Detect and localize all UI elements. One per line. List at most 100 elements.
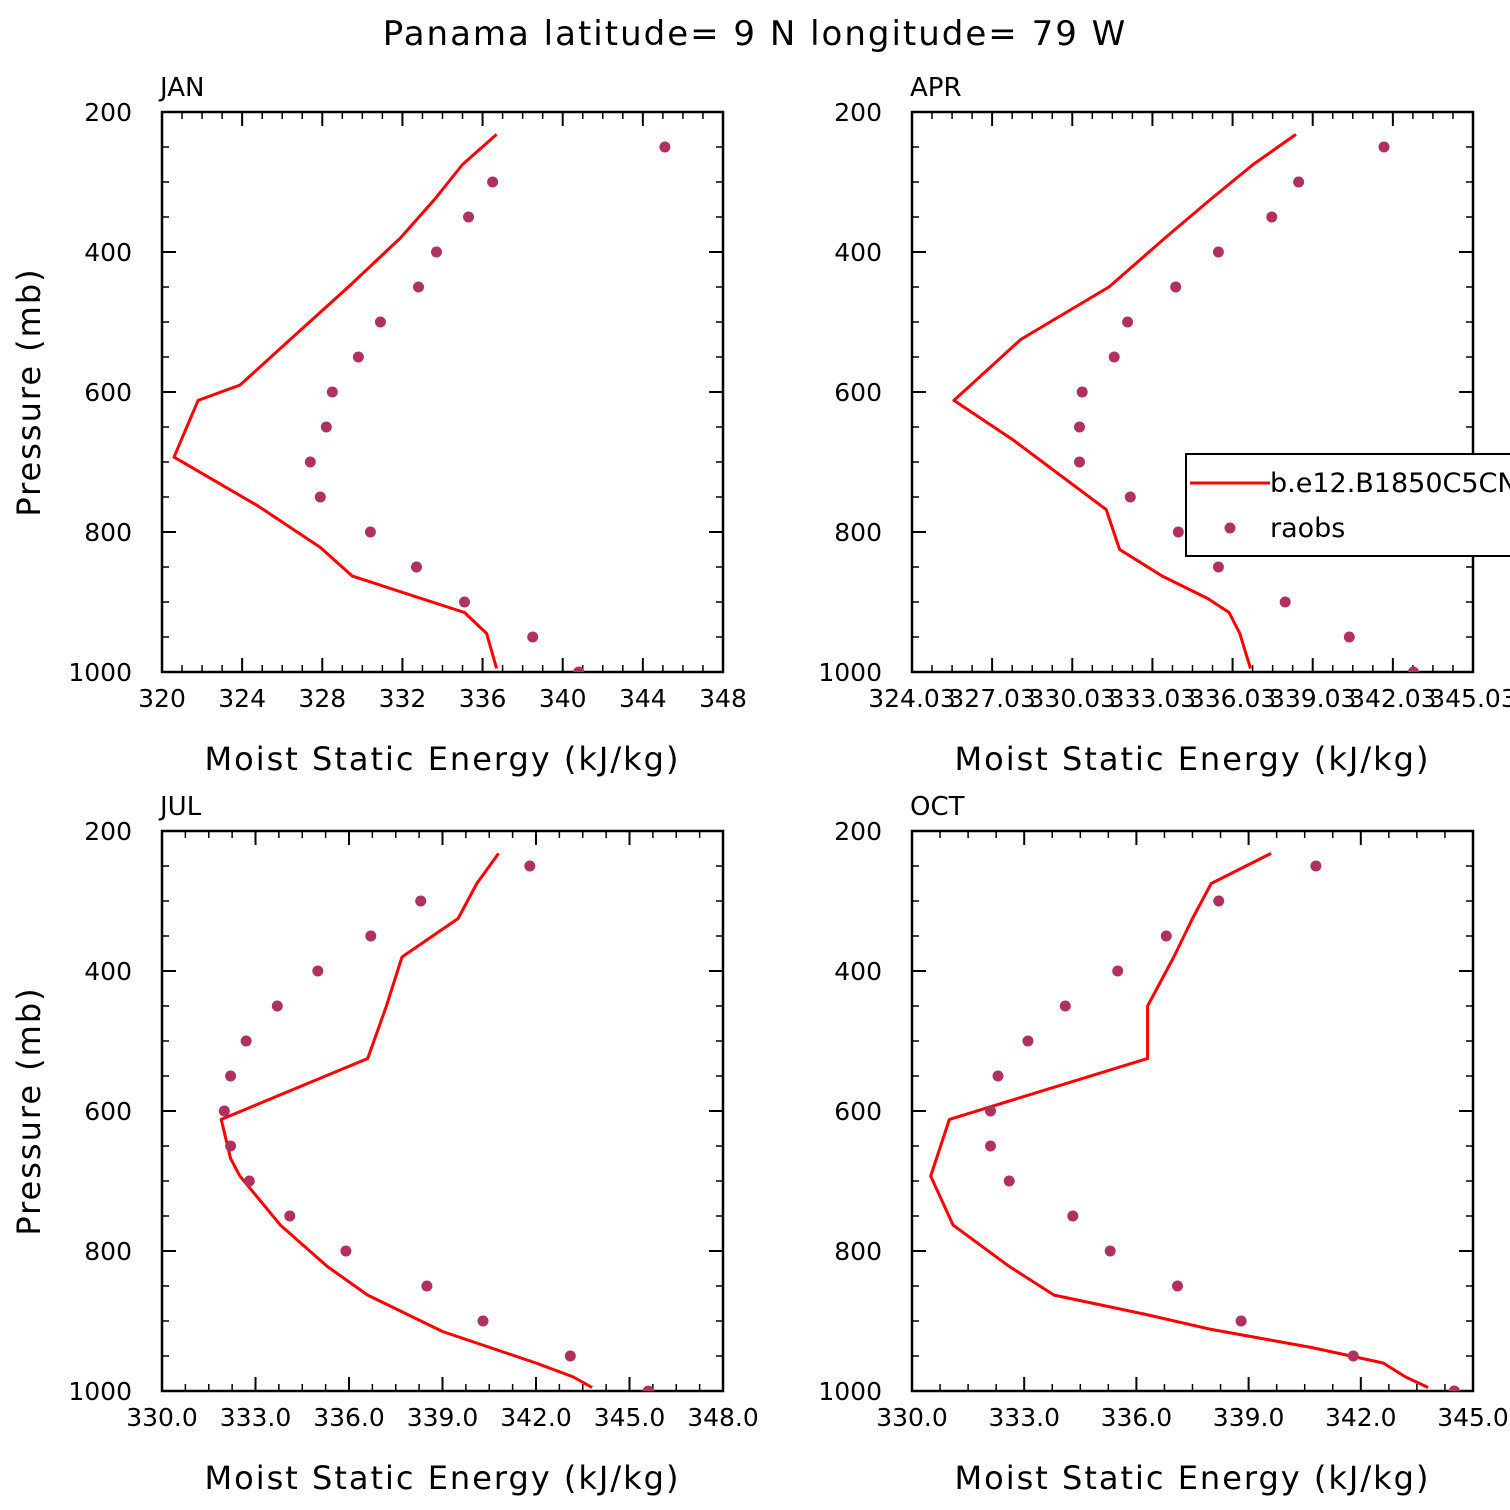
y-tick-label: 600 <box>834 1097 882 1126</box>
raobs-point <box>218 1105 230 1117</box>
x-tick-label: 339.0 <box>1213 1403 1285 1432</box>
panel-label: OCT <box>910 792 965 822</box>
x-tick-label: 340 <box>539 684 587 713</box>
raobs-point <box>413 281 424 293</box>
x-tick-label: 336 <box>459 684 507 713</box>
raobs-point <box>431 246 442 258</box>
x-tick-label: 336.0 <box>313 1403 385 1432</box>
panel-jan: JAN 320 324 328 332 336 340 344 348 200 400 600 800 1… <box>10 73 747 778</box>
raobs-point <box>1266 211 1278 223</box>
raobs-point <box>487 176 499 188</box>
raobs-point <box>992 1070 1004 1082</box>
x-tick-label: 348.0 <box>687 1403 759 1432</box>
raobs-point <box>243 1175 255 1187</box>
raobs-point <box>1310 860 1322 872</box>
raobs-point <box>1279 596 1291 608</box>
y-tick-label: 1000 <box>818 658 882 687</box>
y-tick-label: 800 <box>834 518 882 547</box>
x-tick-label: 333.0 <box>220 1403 292 1432</box>
panel-oct: OCT 330.0 333.0 336.0 339.0 342.0 345.0 200 400 6… <box>818 792 1508 1497</box>
y-axis-label: Pressure (mb) <box>10 986 48 1235</box>
raobs-point <box>1448 1385 1460 1391</box>
y-tick-label: 200 <box>84 817 132 846</box>
plot-frame <box>910 110 1475 674</box>
y-tick-label: 400 <box>84 238 132 267</box>
raobs-point <box>312 965 324 977</box>
y-tick-label: 200 <box>834 98 882 127</box>
raobs-point <box>225 1070 237 1082</box>
raobs-point <box>659 141 671 153</box>
raobs-point <box>421 1280 433 1292</box>
x-axis-label: Moist Static Energy (kJ/kg) <box>205 740 681 778</box>
raobs-point <box>314 491 326 503</box>
x-tick-label: 342.03 <box>1349 684 1436 713</box>
legend-box <box>1185 453 1510 557</box>
y-tick-label: 600 <box>84 1097 132 1126</box>
raobs-point <box>1172 1280 1183 1292</box>
y-tick-label: 1000 <box>68 658 132 687</box>
raobs-point <box>1343 631 1355 643</box>
model-series-line <box>929 852 1429 1389</box>
x-tick-label: 333.0 <box>988 1403 1060 1432</box>
raobs-point <box>326 386 338 398</box>
raobs-point <box>411 561 422 573</box>
raobs-point <box>240 1035 252 1047</box>
model-series-line <box>952 133 1297 669</box>
raobs-point <box>1122 316 1134 328</box>
x-tick-label: 330.0 <box>126 1403 198 1432</box>
raobs-point <box>284 1210 296 1222</box>
raobs-point <box>1293 176 1305 188</box>
x-axis-label: Moist Static Energy (kJ/kg) <box>955 740 1431 778</box>
x-tick-label: 348 <box>699 684 747 713</box>
raobs-point <box>1074 456 1085 468</box>
raobs-point <box>304 456 316 468</box>
raobs-point <box>524 860 536 872</box>
y-axis-label: Pressure (mb) <box>10 267 48 516</box>
y-tick-label: 800 <box>84 518 132 547</box>
raobs-point <box>1022 1035 1034 1047</box>
raobs-point <box>352 351 364 363</box>
raobs-point <box>320 421 332 433</box>
y-tick-label: 200 <box>834 817 882 846</box>
x-tick-label: 333.03 <box>1109 684 1196 713</box>
x-axis-label: Moist Static Energy (kJ/kg) <box>205 1459 681 1497</box>
plot-frame <box>160 829 725 1393</box>
y-tick-label: 1000 <box>818 1377 882 1406</box>
raobs-point <box>1212 246 1224 258</box>
legend-obs-swatch <box>1224 522 1236 534</box>
x-tick-label: 339.03 <box>1269 684 1356 713</box>
raobs-point <box>1213 895 1225 907</box>
raobs-point <box>459 596 470 608</box>
raobs-point <box>642 1385 654 1391</box>
raobs-point <box>985 1140 996 1152</box>
y-tick-label: 200 <box>84 98 132 127</box>
raobs-point <box>1347 1350 1359 1362</box>
x-tick-label: 330.03 <box>1029 684 1116 713</box>
y-tick-label: 400 <box>834 957 882 986</box>
raobs-point <box>1378 141 1390 153</box>
x-axis-label: Moist Static Energy (kJ/kg) <box>955 1459 1431 1497</box>
raobs-point <box>564 1350 576 1362</box>
x-tick-label: 330.0 <box>876 1403 948 1432</box>
raobs-point <box>463 211 474 223</box>
x-tick-label: 320 <box>138 684 186 713</box>
panel-label: JUL <box>158 792 202 822</box>
raobs-point <box>340 1245 352 1257</box>
legend: b.e12.B1850C5CN raobs <box>1185 453 1510 557</box>
raobs-point <box>1074 421 1085 433</box>
plot-frame <box>910 829 1475 1393</box>
raobs-point <box>527 631 539 643</box>
x-tick-label: 345.0 <box>1437 1403 1509 1432</box>
raobs-point <box>477 1315 489 1327</box>
model-series-line <box>219 852 593 1389</box>
legend-obs-label: raobs <box>1270 513 1345 544</box>
plot-frame <box>160 110 725 674</box>
raobs-point <box>573 666 585 672</box>
panel-label: JAN <box>158 73 204 103</box>
x-tick-label: 324 <box>218 684 266 713</box>
y-tick-label: 600 <box>84 378 132 407</box>
plot-area <box>929 852 1460 1391</box>
y-tick-label: 600 <box>834 378 882 407</box>
plot-area <box>172 133 671 672</box>
